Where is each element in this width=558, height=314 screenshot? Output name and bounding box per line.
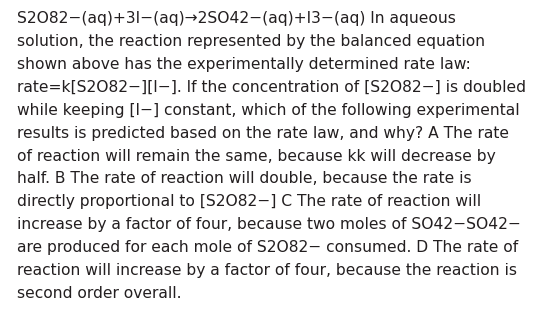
Text: directly proportional to [S2O82−] C The rate of reaction will: directly proportional to [S2O82−] C The …	[17, 194, 481, 209]
Text: results is predicted based on the rate law, and why? A The rate: results is predicted based on the rate l…	[17, 126, 509, 141]
Text: half. B The rate of reaction will double, because the rate is: half. B The rate of reaction will double…	[17, 171, 472, 187]
Text: of reaction will remain the same, because kk will decrease by: of reaction will remain the same, becaus…	[17, 149, 496, 164]
Text: increase by a factor of four, because two moles of SO42−SO42−: increase by a factor of four, because tw…	[17, 217, 521, 232]
Text: while keeping [I−] constant, which of the following experimental: while keeping [I−] constant, which of th…	[17, 103, 519, 118]
Text: rate=k[S2O82−][I−]. If the concentration of [S2O82−] is doubled: rate=k[S2O82−][I−]. If the concentration…	[17, 80, 526, 95]
Text: are produced for each mole of S2O82− consumed. D The rate of: are produced for each mole of S2O82− con…	[17, 240, 518, 255]
Text: reaction will increase by a factor of four, because the reaction is: reaction will increase by a factor of fo…	[17, 263, 517, 278]
Text: S2O82−(aq)+3I−(aq)→2SO42−(aq)+I3−(aq) In aqueous: S2O82−(aq)+3I−(aq)→2SO42−(aq)+I3−(aq) In…	[17, 11, 456, 26]
Text: second order overall.: second order overall.	[17, 286, 181, 301]
Text: solution, the reaction represented by the balanced equation: solution, the reaction represented by th…	[17, 34, 485, 49]
Text: shown above has the experimentally determined rate law:: shown above has the experimentally deter…	[17, 57, 470, 72]
